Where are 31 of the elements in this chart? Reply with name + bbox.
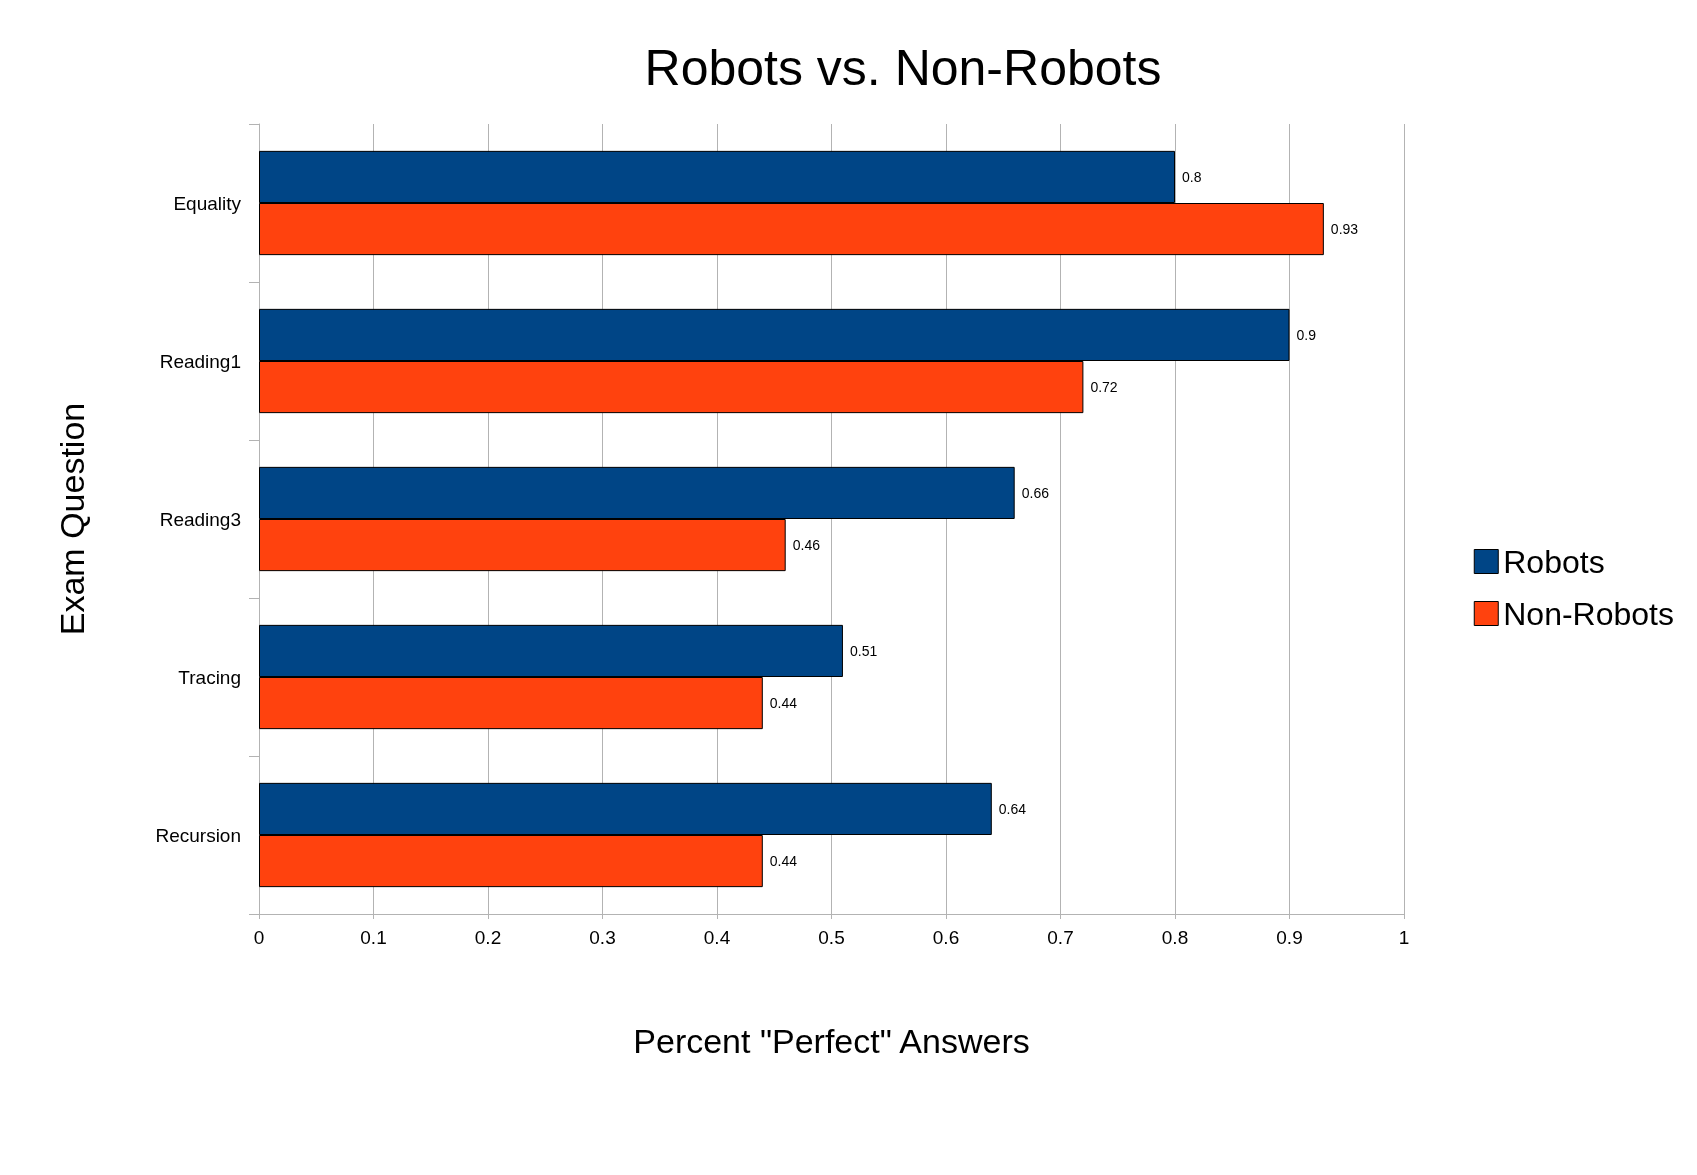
y-tick-label: Reading1 [159,350,241,372]
y-tick-label: Reading3 [159,508,241,530]
x-tick-label: 0.5 [818,927,845,948]
x-tick-label: 0.3 [589,927,616,948]
legend-label: Non-Robots [1503,595,1674,632]
y-tick-label: Recursion [155,824,241,846]
data-label: 0.72 [1090,379,1118,396]
y-tick-label: Tracing [178,666,241,688]
x-axis-title: Percent "Perfect" Answers [633,1022,1030,1060]
x-tick-label: 0 [253,927,265,948]
data-label: 0.46 [792,537,821,554]
x-tick-label: 0.9 [1276,927,1303,948]
data-label: 0.93 [1330,221,1359,238]
legend-label: Robots [1503,543,1605,580]
data-label: 0.9 [1296,326,1317,343]
y-tick-label: Equality [173,192,242,214]
x-tick-label: 0.7 [1047,927,1074,948]
y-axis-title: Exam Question [53,402,91,636]
x-tick-label: 0.4 [703,927,731,948]
data-label: 0.44 [769,853,798,870]
data-label: 0.64 [998,800,1027,817]
x-tick-label: 0.1 [360,927,387,948]
chart-title: Robots vs. Non-Robots [644,40,1162,96]
data-label: 0.8 [1182,168,1202,185]
x-tick-label: 0.6 [932,927,960,948]
x-tick-label: 0.8 [1161,927,1189,948]
data-label: 0.44 [769,695,798,712]
data-label: 0.66 [1021,484,1050,501]
data-label: 0.51 [849,642,878,659]
x-tick-label: 0.2 [474,927,502,948]
x-tick-label: 1 [1398,927,1410,948]
